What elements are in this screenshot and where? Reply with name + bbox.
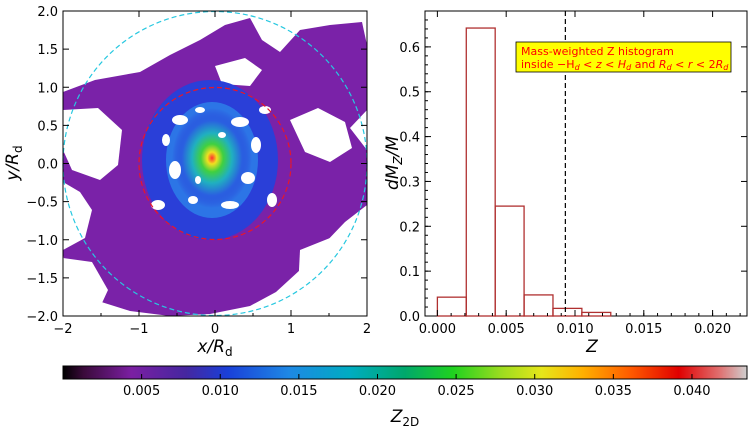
histogram-ytick-label: 0.1 [399,265,420,280]
histogram-panel: 0.000 0.005 0.010 0.015 0.020 0.0 0.1 0.2 0.3 0.4… [383,10,748,357]
histogram-bar [436,296,467,317]
histogram-ytick-label: 0.4 [399,131,420,146]
histogram-ytick-label: 0.2 [399,220,420,235]
map-xtick-label: −1 [129,322,148,337]
histogram-bar [494,205,525,317]
map-xtick-label: 0 [211,322,219,337]
gas-void-upper-left [63,11,200,78]
histogram-xtick-label: 0.000 [419,322,456,337]
histogram-ytick-label: 0.5 [399,86,420,101]
histogram-ytick-label: 0.3 [399,175,420,190]
histogram-ytick-label: 0.0 [399,310,420,325]
map-ytick-label: 2.0 [37,5,58,20]
gas-void-right [290,108,352,162]
map-ytick-label: −0.5 [26,196,58,211]
histogram-xtick-label: 0.015 [625,322,662,337]
histogram-ylabel: dMZ/M [383,136,405,190]
histogram-bar [581,311,612,317]
map-xlabel: x/Rd [196,337,232,359]
gas-disc-holes [151,106,277,210]
colorbar: 0.005 0.010 0.015 0.020 0.025 0.030 0.035 0.040… [62,365,748,429]
colorbar-tick-label: 0.025 [437,384,474,399]
map-image [63,11,367,316]
map-panel: −2 −1 0 1 2 −2.0 −1.5 −1.0 −0.5 0.0 0.5 1.0 1.5 2.0 x… [3,5,371,359]
annotation-line-1: Mass-weighted Z histogram [521,45,674,58]
map-xtick-label: 2 [363,322,371,337]
map-ytick-label: 0.5 [37,119,58,134]
map-ytick-label: 0.0 [37,158,58,173]
colorbar-tick-label: 0.020 [359,384,396,399]
map-ytick-label: −1.0 [26,234,58,249]
gas-void-left [63,108,122,180]
map-xtick-label: 1 [287,322,295,337]
histogram-bar [552,307,583,317]
histogram-xtick-label: 0.005 [488,322,525,337]
map-axes: −2 −1 0 1 2 −2.0 −1.5 −1.0 −0.5 0.0 0.5 1.0 1.5 2.0 [26,5,371,337]
map-ytick-label: 1.0 [37,81,58,96]
histogram-ytick-label: 0.6 [399,41,420,56]
colorbar-tick-label: 0.015 [280,384,317,399]
colorbar-tick-label: 0.040 [673,384,710,399]
gas-void-top [215,58,262,86]
histogram-axes: 0.000 0.005 0.010 0.015 0.020 0.0 0.1 0.2 0.3 0.4… [399,11,747,337]
map-ytick-label: 1.5 [37,43,58,58]
colorbar-label: Z2D [390,407,420,429]
histogram-xlabel: Z [585,337,598,357]
colorbar-tick-label: 0.010 [202,384,239,399]
histogram-bar [523,294,554,317]
histogram-xtick-label: 0.020 [694,322,731,337]
colorbar-axes: 0.005 0.010 0.015 0.020 0.025 0.030 0.035 0.040 [123,374,711,399]
histogram-bar [465,27,496,317]
annotation-box [515,41,732,73]
map-ytick-label: −2.0 [26,310,58,325]
annotation-line-2: inside −Hd < z < Hd and Rd < r < 2Rd [521,58,729,72]
histogram-xtick-label: 0.010 [556,322,593,337]
map-ytick-label: −1.5 [26,272,58,287]
colorbar-tick-label: 0.030 [516,384,553,399]
map-ylabel: y/Rd [3,145,25,181]
gas-core [172,108,252,208]
gas-void-lower-right [298,232,367,316]
colorbar-tick-label: 0.005 [123,384,160,399]
map-xtick-label: −2 [53,322,72,337]
colorbar-tick-label: 0.035 [595,384,632,399]
histogram-annotation: Mass-weighted Z histogram inside −Hd < z… [515,41,732,73]
radius-circle-1 [138,86,292,241]
colorbar-gradient [62,365,748,380]
gas-void-lower-left [63,258,108,316]
